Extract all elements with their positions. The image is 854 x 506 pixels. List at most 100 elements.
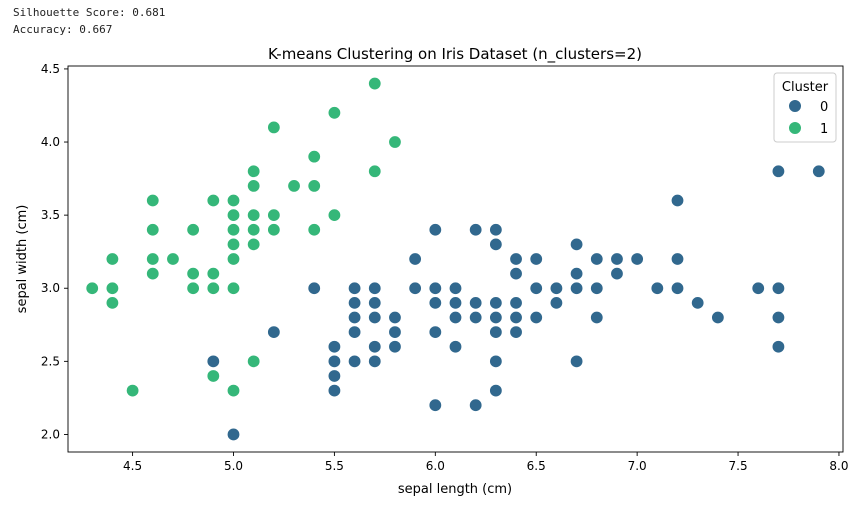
data-point-cluster-0	[509, 310, 523, 325]
data-point-cluster-1	[105, 296, 120, 310]
data-point-cluster-0	[468, 398, 483, 412]
data-point-cluster-1	[246, 354, 261, 369]
y-tick-label: 2.0	[41, 427, 60, 441]
data-point-cluster-1	[226, 208, 241, 222]
data-point-cluster-0	[509, 325, 523, 339]
data-point-cluster-0	[670, 193, 685, 208]
data-point-cluster-0	[468, 296, 483, 310]
data-point-cluster-1	[226, 252, 241, 266]
x-tick-label: 6.5	[527, 459, 546, 473]
data-point-cluster-0	[771, 340, 786, 354]
data-point-cluster-0	[368, 296, 382, 310]
data-point-cluster-1	[327, 106, 342, 120]
data-point-cluster-0	[448, 340, 463, 354]
data-point-cluster-1	[388, 135, 402, 149]
data-point-cluster-0	[489, 310, 503, 325]
data-point-cluster-1	[186, 281, 200, 295]
data-point-cluster-1	[246, 164, 261, 178]
chart-title: K-means Clustering on Iris Dataset (n_cl…	[268, 45, 642, 64]
x-tick-label: 8.0	[829, 459, 848, 473]
data-point-cluster-1	[246, 208, 261, 222]
data-point-cluster-0	[509, 252, 523, 266]
data-point-cluster-1	[307, 149, 321, 164]
data-point-cluster-0	[549, 281, 564, 295]
data-point-cluster-0	[529, 310, 543, 325]
data-point-cluster-0	[428, 296, 443, 310]
data-point-cluster-0	[428, 223, 443, 237]
data-point-cluster-0	[327, 354, 342, 369]
data-point-cluster-0	[368, 310, 382, 325]
data-point-cluster-0	[569, 237, 584, 252]
data-point-cluster-1	[287, 179, 301, 193]
data-point-cluster-0	[489, 296, 503, 310]
data-point-cluster-0	[529, 252, 543, 266]
legend-marker-cluster-0	[788, 99, 802, 113]
data-point-cluster-0	[751, 281, 765, 295]
data-point-cluster-0	[529, 281, 543, 295]
data-point-cluster-0	[771, 164, 786, 178]
y-axis: 2.0 2.5 3.0 3.5 4.0 4.5	[41, 62, 68, 441]
data-point-cluster-0	[226, 427, 241, 442]
data-point-cluster-0	[711, 310, 725, 325]
data-point-cluster-1	[226, 237, 241, 252]
x-tick-label: 4.5	[123, 459, 142, 473]
x-tick-label: 5.5	[325, 459, 344, 473]
y-tick-label: 3.0	[41, 281, 60, 295]
data-point-cluster-1	[226, 383, 241, 398]
data-point-cluster-0	[327, 369, 342, 383]
data-point-cluster-0	[347, 296, 362, 310]
data-point-cluster-0	[388, 310, 402, 325]
plot-frame	[67, 65, 844, 453]
data-point-cluster-0	[489, 223, 503, 237]
data-point-cluster-0	[489, 237, 503, 252]
data-point-cluster-0	[368, 354, 382, 369]
legend: Cluster 0 1	[773, 72, 837, 143]
data-point-cluster-0	[670, 281, 685, 295]
data-point-cluster-1	[105, 252, 120, 266]
data-point-cluster-0	[690, 296, 705, 310]
data-point-cluster-0	[347, 325, 362, 339]
data-point-cluster-0	[569, 281, 584, 295]
data-point-cluster-1	[246, 237, 261, 252]
data-point-cluster-1	[105, 281, 120, 295]
data-point-cluster-1	[146, 252, 160, 266]
legend-marker-cluster-1	[788, 121, 802, 135]
data-point-cluster-1	[246, 223, 261, 237]
data-point-cluster-1	[226, 223, 241, 237]
y-axis-label: sepal width (cm)	[15, 205, 30, 314]
data-point-cluster-0	[347, 281, 362, 295]
x-tick-label: 7.0	[628, 459, 647, 473]
data-point-cluster-0	[771, 310, 786, 325]
data-point-cluster-1	[246, 179, 261, 193]
x-tick-label: 5.0	[224, 459, 243, 473]
data-point-cluster-1	[146, 193, 160, 208]
x-tick-label: 7.5	[729, 459, 748, 473]
legend-label-cluster-0: 0	[820, 100, 828, 115]
data-point-cluster-1	[206, 193, 221, 208]
data-point-cluster-1	[267, 223, 281, 237]
data-point-cluster-0	[771, 281, 786, 295]
data-point-cluster-1	[307, 179, 321, 193]
data-point-cluster-0	[388, 340, 402, 354]
data-point-cluster-0	[206, 354, 221, 369]
data-point-cluster-0	[610, 252, 624, 266]
data-point-cluster-1	[186, 223, 200, 237]
data-point-cluster-0	[408, 281, 422, 295]
data-point-cluster-0	[670, 252, 685, 266]
data-point-cluster-0	[509, 296, 523, 310]
data-point-cluster-1	[307, 223, 321, 237]
y-tick-label: 3.5	[41, 208, 60, 222]
data-point-cluster-0	[368, 340, 382, 354]
data-point-cluster-0	[307, 281, 321, 295]
y-tick-label: 4.5	[41, 62, 60, 76]
data-point-cluster-0	[428, 398, 443, 412]
data-point-cluster-0	[549, 296, 564, 310]
x-axis-label: sepal length (cm)	[398, 482, 512, 497]
data-point-cluster-0	[428, 281, 443, 295]
data-point-cluster-0	[468, 310, 483, 325]
y-tick-label: 2.5	[41, 354, 60, 368]
data-point-cluster-0	[610, 266, 624, 281]
data-point-cluster-1	[226, 193, 241, 208]
x-tick-label: 6.0	[426, 459, 445, 473]
